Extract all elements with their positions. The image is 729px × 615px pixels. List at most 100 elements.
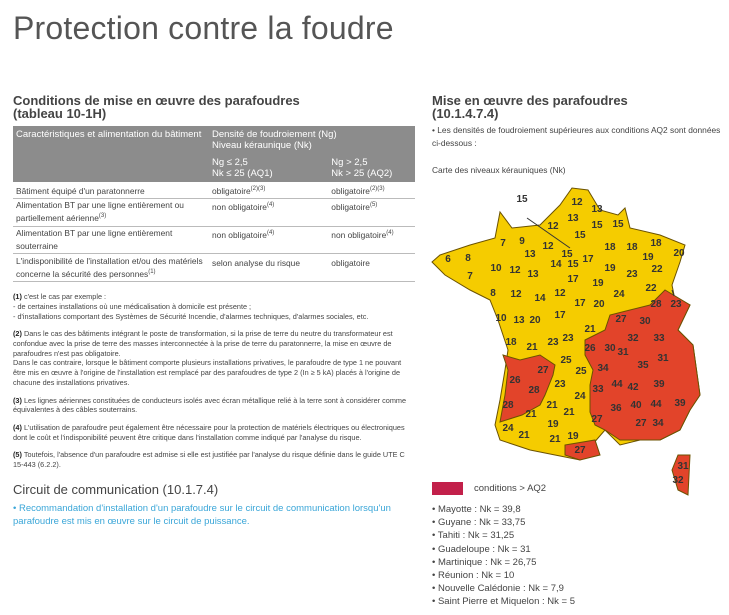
nk-label: 23 [554, 379, 566, 390]
territory-item: Saint Pierre et Miquelon : Nk = 5 [432, 595, 575, 608]
nk-label: 24 [613, 289, 625, 300]
nk-label: 32 [672, 475, 684, 486]
header-aq2: Ng > 2,5 Nk > 25 (AQ2) [328, 154, 415, 182]
nk-label: 22 [651, 264, 663, 275]
nk-label: 13 [524, 249, 536, 260]
nk-label: 28 [502, 400, 514, 411]
nk-label: 19 [547, 419, 559, 430]
nk-label: 17 [554, 310, 566, 321]
nk-label: 21 [584, 324, 596, 335]
callout-line [671, 289, 675, 297]
zone-corsica [671, 454, 691, 496]
nk-label: 13 [513, 315, 525, 326]
nk-label: 21 [526, 342, 538, 353]
zone-above-aq2-southeast [584, 289, 701, 441]
nk-label: 15 [561, 249, 573, 260]
territories-list: Mayotte : Nk = 39,8Guyane : Nk = 33,75Ta… [432, 503, 575, 609]
nk-label: 21 [518, 430, 530, 441]
east-callout: 23 [670, 299, 682, 310]
cell-aq1: non obligatoire(4) [209, 198, 329, 227]
nk-label: 12 [547, 221, 559, 232]
nk-label: 8 [490, 288, 496, 299]
nk-label: 13 [591, 204, 603, 215]
nk-label: 30 [604, 343, 616, 354]
nk-label: 10 [490, 263, 502, 274]
nk-label: 12 [554, 288, 566, 299]
row-label: Alimentation BT par une ligne entièremen… [13, 198, 209, 227]
nk-label: 18 [604, 242, 616, 253]
nk-label: 34 [597, 363, 609, 374]
nk-label: 42 [627, 382, 639, 393]
cell-aq1: obligatoire(2)(3) [209, 182, 329, 199]
legend-label: conditions > AQ2 [474, 483, 547, 495]
circuit-heading: Circuit de communication (10.1.7.4) [13, 481, 219, 497]
nk-label: 15 [574, 230, 586, 241]
nk-label: 25 [560, 355, 572, 366]
nk-label: 24 [502, 423, 514, 434]
cell-aq2: obligatoire(5) [328, 198, 415, 227]
row-label: Alimentation BT par une ligne entièremen… [13, 226, 209, 255]
cell-aq2: obligatoire [328, 253, 415, 283]
map-heading: Mise en œuvre des parafoudres (10.1.4.7.… [432, 94, 722, 120]
circuit-text: • Recommandation d'installation d'un par… [13, 502, 391, 527]
footnote: (3) Les lignes aériennes constituées de … [13, 395, 407, 415]
nk-label: 13 [527, 269, 539, 280]
nk-label: 13 [567, 213, 579, 224]
left-column: Conditions de mise en œuvre des parafoud… [13, 94, 415, 528]
nk-label: 33 [592, 384, 604, 395]
nk-label: 6 [445, 254, 451, 265]
table-row: Bâtiment équipé d'un paratonnerre obligat… [13, 182, 415, 199]
row-label: L'indisponibilité de l'installation et/o… [13, 253, 209, 283]
nk-label: 12 [542, 241, 554, 252]
nk-label: 10 [495, 313, 507, 324]
footnotes: (1) c'est le cas par exemple :- de certa… [13, 292, 415, 470]
territory-item: Tahiti : Nk = 31,25 [432, 529, 575, 542]
nk-label: 40 [630, 400, 642, 411]
nk-label: 27 [615, 314, 627, 325]
nk-label: 15 [612, 219, 624, 230]
conditions-table: Caractéristiques et alimentation du bâti… [13, 126, 415, 283]
nk-label: 24 [574, 391, 586, 402]
nk-label: 17 [582, 254, 594, 265]
nk-label: 17 [574, 298, 586, 309]
nk-label: 23 [547, 337, 559, 348]
nk-label: 8 [465, 253, 471, 264]
footnote: (5) Toutefois, l'absence d'un parafoudre… [13, 450, 405, 470]
heading-line: Mise en œuvre des parafoudres [432, 93, 628, 108]
callout-line [526, 217, 571, 249]
nk-label: 19 [592, 278, 604, 289]
footnote: (2) Dans le cas des bâtiments intégrant … [13, 329, 402, 387]
nk-label: 18 [505, 337, 517, 348]
nk-label: 12 [571, 197, 583, 208]
nk-label: 31 [657, 353, 669, 364]
intro-text: • Les densités de foudroiement supérieur… [432, 125, 721, 148]
nk-label: 23 [562, 333, 574, 344]
nk-label: 22 [645, 283, 657, 294]
nk-label: 31 [677, 461, 689, 472]
header-characteristics: Caractéristiques et alimentation du bâti… [13, 126, 209, 182]
map-caption: Carte des niveaux kérauniques (Nk) [432, 165, 566, 175]
cell-aq2: obligatoire(2)(3) [328, 182, 415, 199]
nk-label: 15 [567, 259, 579, 270]
heading-line: Conditions de mise en œuvre des parafoud… [13, 93, 300, 108]
nk-label: 7 [500, 238, 506, 249]
paris-callout: 15 [516, 194, 528, 205]
territory-item: Guyane : Nk = 33,75 [432, 516, 575, 529]
nk-label: 18 [650, 238, 662, 249]
nk-label: 27 [537, 365, 549, 376]
legend-swatch [432, 482, 463, 495]
heading-line: (10.1.4.7.4) [432, 106, 499, 121]
nk-label: 39 [674, 398, 686, 409]
nk-label: 33 [653, 333, 665, 344]
nk-label: 12 [509, 265, 521, 276]
nk-label: 14 [534, 293, 546, 304]
nk-label: 30 [639, 316, 651, 327]
nk-label: 20 [593, 299, 605, 310]
nk-label: 26 [509, 375, 521, 386]
nk-label: 14 [550, 259, 562, 270]
nk-label: 19 [604, 263, 616, 274]
header-aq1: Ng ≤ 2,5 Nk ≤ 25 (AQ1) [209, 154, 329, 182]
cell-aq2: non obligatoire(4) [328, 226, 415, 255]
nk-label: 39 [653, 379, 665, 390]
cell-aq1: selon analyse du risque [209, 253, 329, 283]
